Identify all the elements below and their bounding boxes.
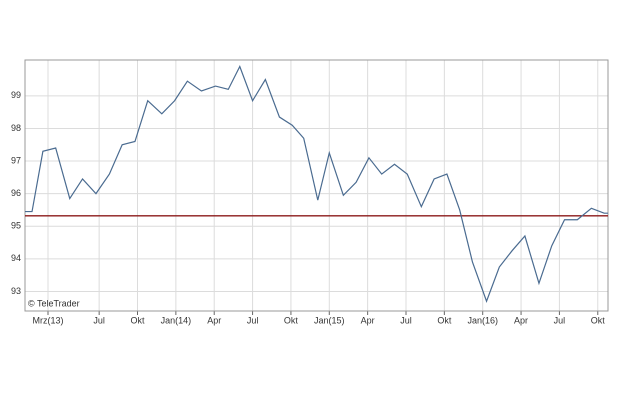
y-tick-label: 98 <box>11 123 21 133</box>
y-tick-label: 95 <box>11 221 21 231</box>
y-tick-label: 99 <box>11 90 21 100</box>
y-tick-label: 96 <box>11 188 21 198</box>
x-tick-label: Jul <box>247 315 259 325</box>
x-tick-label: Apr <box>514 315 528 325</box>
x-tick-label: Mrz(13) <box>33 315 64 325</box>
x-tick-label: Jul <box>93 315 105 325</box>
plot-frame <box>24 59 609 312</box>
x-tick-label: Apr <box>361 315 375 325</box>
x-tick-label: Apr <box>207 315 221 325</box>
plot-border <box>24 59 609 312</box>
x-tick-label: Okt <box>284 315 299 325</box>
x-tick-label: Jan(16) <box>467 315 498 325</box>
x-tick-label: Jul <box>554 315 566 325</box>
x-tick-label: Jan(14) <box>161 315 192 325</box>
x-tick-label: Okt <box>131 315 146 325</box>
y-tick-label: 97 <box>11 155 21 165</box>
data-line <box>25 65 608 303</box>
watermark: © TeleTrader <box>28 298 80 308</box>
x-tick-label: Okt <box>591 315 606 325</box>
x-tick-label: Okt <box>437 315 452 325</box>
y-tick-label: 94 <box>11 253 21 263</box>
y-tick-label: 93 <box>11 286 21 296</box>
x-tick-label: Jul <box>400 315 412 325</box>
x-tick-label: Jan(15) <box>314 315 345 325</box>
